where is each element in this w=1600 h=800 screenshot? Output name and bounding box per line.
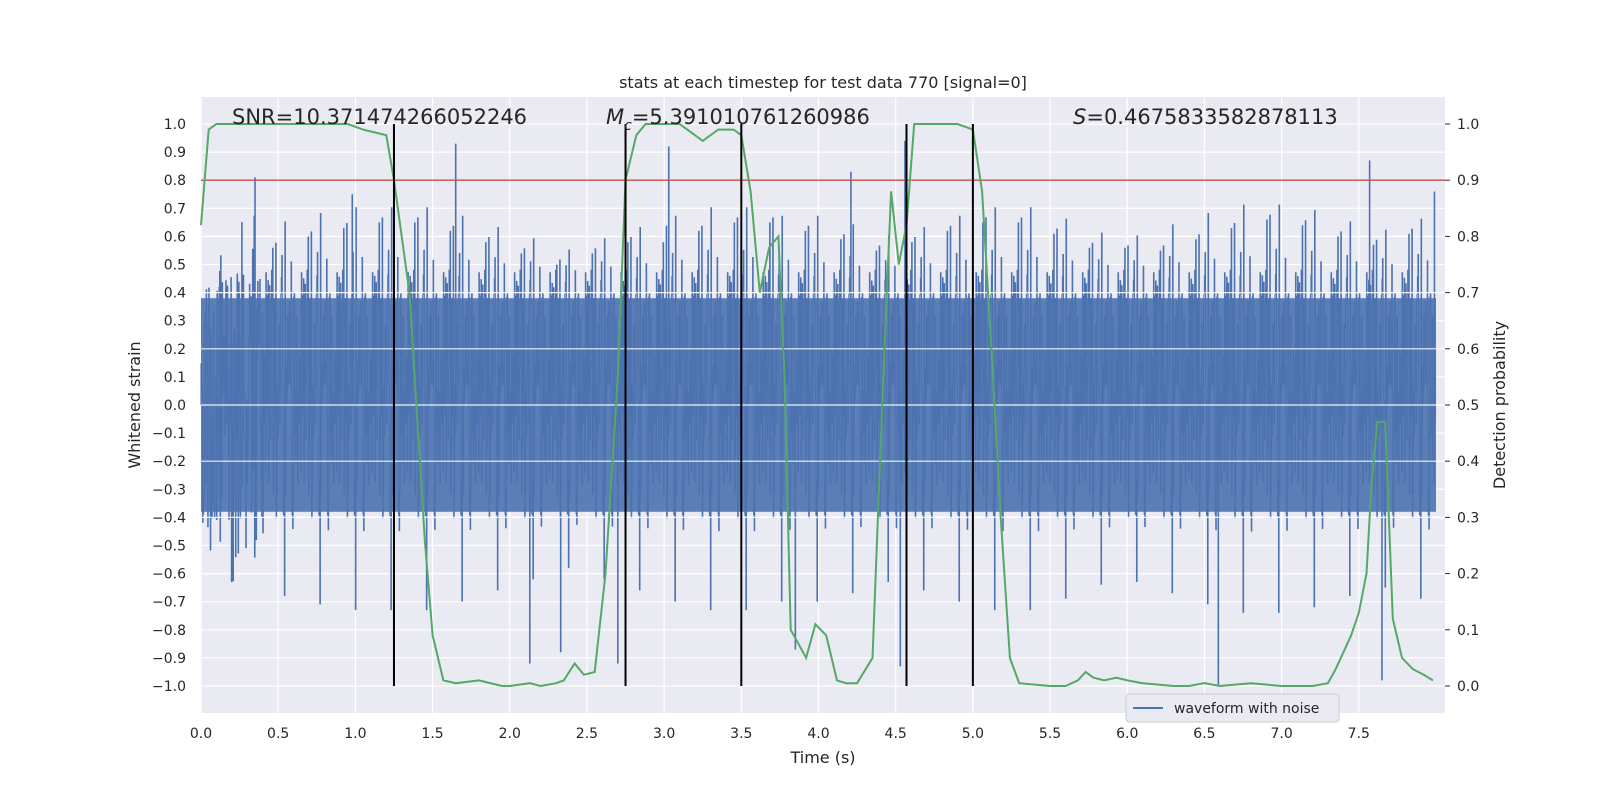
x-tick-label: 1.0 [344,726,366,742]
snr-annotation: SNR=10.371474266052246 [232,105,527,129]
y-left-tick-label: −1.0 [152,679,186,695]
chirp-mass-value: =5.391010761260986 [632,105,870,129]
y-left-tick-label: −0.8 [152,623,186,639]
y-right-tick-label: 0.8 [1457,229,1479,245]
y-right-tick-label: 0.3 [1457,510,1479,526]
y-left-tick-label: −0.3 [152,482,186,498]
y-right-axis-ticks: 1.0 0.9 0.8 0.7 0.6 0.5 0.4 0.3 0.2 0.1 0.0 [1445,117,1479,695]
legend: waveform with noise [1125,693,1340,723]
y-left-tick-label: 0.7 [164,201,186,217]
y-left-tick-label: −0.2 [152,454,186,470]
strain-waveform-series [200,140,1445,686]
vertical-markers [392,124,974,686]
s-statistic-symbol: S [1073,105,1086,129]
chirp-mass-symbol: M [606,105,624,129]
y-left-tick-label: 0.9 [164,145,186,161]
x-tick-label: 0.0 [190,726,212,742]
chirp-mass-annotation: Mc=5.391010761260986 [606,105,870,134]
y-left-tick-label: 0.5 [164,258,186,274]
x-tick-label: 7.5 [1348,726,1370,742]
y-left-tick-label: 0.3 [164,314,186,330]
x-tick-label: 1.5 [421,726,443,742]
y-right-axis-label: Detection probability [1490,321,1509,489]
y-right-tick-label: 0.4 [1457,454,1479,470]
chart-title: stats at each timestep for test data 770… [619,73,1027,92]
x-tick-label: 6.0 [1116,726,1138,742]
y-left-tick-label: 0.8 [164,173,186,189]
s-statistic-value: =0.4675833582878113 [1086,105,1337,129]
y-left-tick-label: −0.1 [152,426,186,442]
x-tick-label: 6.5 [1193,726,1215,742]
legend-box [1125,693,1340,723]
y-left-tick-label: 0.0 [164,398,186,414]
y-left-tick-label: −0.9 [152,651,186,667]
x-axis-ticks: 0.0 0.5 1.0 1.5 2.0 2.5 3.0 3.5 4.0 4.5 5.0 5.5 6.0 6… [190,726,1370,742]
y-right-tick-label: 1.0 [1457,117,1479,133]
y-right-tick-label: 0.9 [1457,173,1479,189]
x-tick-label: 4.0 [807,726,829,742]
y-right-tick-label: 0.5 [1457,398,1479,414]
y-left-tick-label: 0.2 [164,342,186,358]
y-right-tick-label: 0.6 [1457,342,1479,358]
legend-label-waveform: waveform with noise [1174,701,1319,717]
x-tick-label: 2.5 [576,726,598,742]
x-tick-label: 5.0 [962,726,984,742]
y-right-tick-label: 0.0 [1457,679,1479,695]
y-left-axis-label: Whitened strain [125,341,144,468]
y-left-tick-label: 0.4 [164,286,186,302]
x-axis-label: Time (s) [789,748,855,767]
x-tick-label: 3.5 [730,726,752,742]
x-tick-label: 7.0 [1270,726,1292,742]
detection-probability-series [200,123,1434,688]
s-statistic-annotation: S=0.4675833582878113 [1073,105,1338,129]
x-tick-label: 2.0 [499,726,521,742]
x-tick-label: 3.0 [653,726,675,742]
y-right-tick-label: 0.1 [1457,623,1479,639]
chirp-mass-subscript: c [624,118,632,134]
y-left-tick-label: −0.4 [152,510,186,526]
y-left-tick-label: −0.5 [152,539,186,555]
x-tick-label: 5.5 [1039,726,1061,742]
y-left-tick-label: 0.6 [164,229,186,245]
x-tick-label: 0.5 [267,726,289,742]
y-left-axis-ticks: 1.0 0.9 0.8 0.7 0.6 0.5 0.4 0.3 0.2 0.1 0.0 −0.1 −0.… [152,117,186,695]
y-left-tick-label: −0.7 [152,595,186,611]
y-right-tick-label: 0.2 [1457,567,1479,583]
detection-probability-line [200,123,1434,688]
x-tick-label: 4.5 [885,726,907,742]
y-left-tick-label: 1.0 [164,117,186,133]
y-right-tick-label: 0.7 [1457,286,1479,302]
y-left-tick-label: 0.1 [164,370,186,386]
y-left-tick-label: −0.6 [152,567,186,583]
